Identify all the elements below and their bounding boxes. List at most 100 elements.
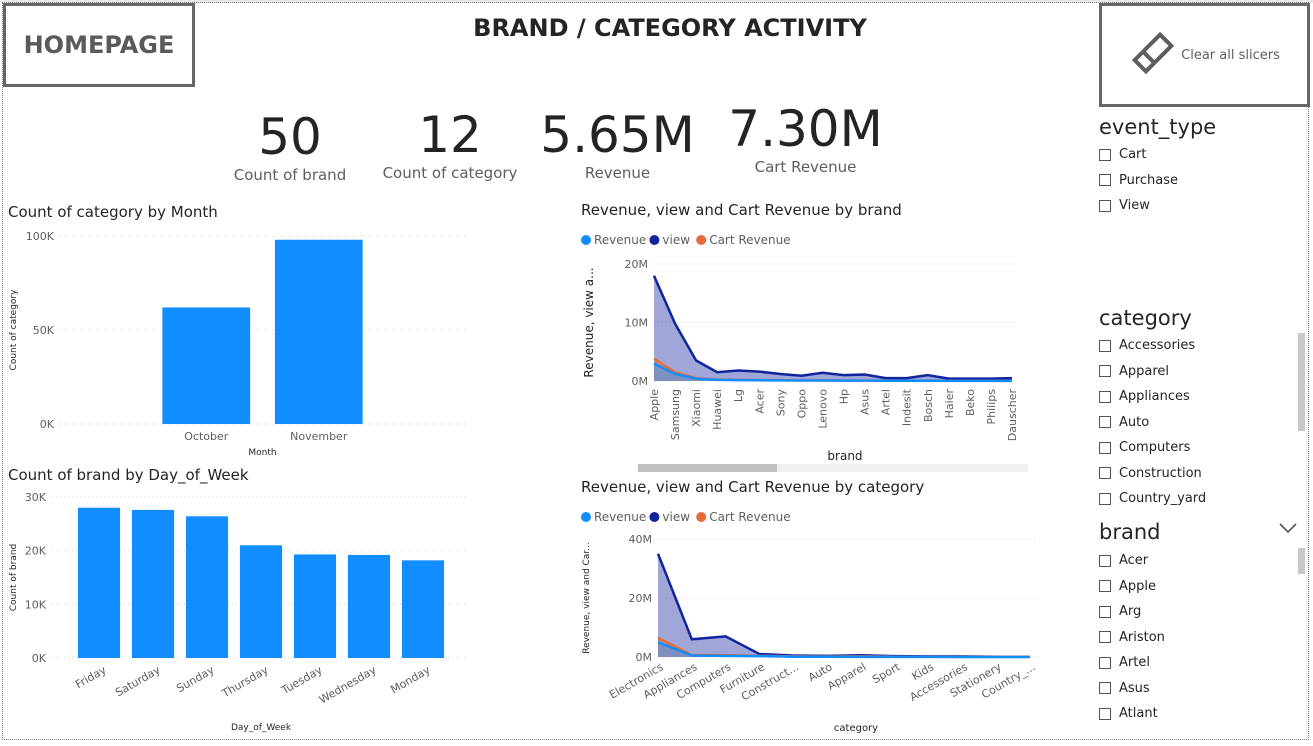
x-tick-label: Huawei [711, 389, 724, 430]
checkbox[interactable] [1099, 174, 1111, 186]
series-area [654, 363, 1012, 381]
kpi-count-of-brand: 50 Count of brand [225, 112, 355, 184]
month-bar-chart[interactable]: 0K 50K 100K October November Month Count of ca… [0, 222, 480, 462]
x-tick-label: Beko [964, 389, 977, 416]
chart-title: Revenue, view and Cart Revenue by brand [581, 201, 902, 219]
page-title: BRAND / CATEGORY ACTIVITY [473, 14, 867, 42]
y-axis-label: Count of category [9, 289, 19, 371]
y-tick-label: 50K [33, 324, 55, 337]
y-tick-label: 40M [629, 533, 653, 546]
y-tick-label: 20M [629, 592, 653, 605]
x-tick-label: Apple [648, 389, 661, 421]
y-tick-label: 0K [40, 418, 55, 431]
slicer-item[interactable]: Auto [1099, 415, 1149, 430]
x-tick-label: Oppo [795, 389, 808, 419]
checkbox[interactable] [1099, 365, 1111, 377]
legend-label: Cart Revenue [709, 233, 790, 247]
x-tick-label: Samsung [669, 389, 682, 440]
slicer-item[interactable]: Asus [1099, 681, 1150, 696]
checkbox[interactable] [1099, 707, 1111, 720]
x-tick-label: Saturday [113, 663, 163, 699]
x-tick-label: Monday [388, 663, 433, 696]
homepage-button-label: HOMEPAGE [23, 31, 175, 59]
slicer-item[interactable]: Purchase [1099, 173, 1178, 188]
homepage-button[interactable]: HOMEPAGE [3, 3, 195, 87]
y-tick-label: 10M [625, 317, 649, 330]
series-line [652, 275, 1013, 380]
brand-area-chart[interactable]: Revenue view Cart Revenue 0M 10M 20M Apple Sams… [575, 225, 1045, 475]
slicer-item-label: Appliances [1119, 389, 1190, 404]
checkbox[interactable] [1099, 339, 1111, 352]
slicer-item[interactable]: Artel [1099, 655, 1150, 670]
legend-label: view [662, 510, 690, 524]
checkbox[interactable] [1099, 631, 1111, 643]
slicer-item[interactable]: Apple [1099, 579, 1156, 594]
x-tick-label: Philips [985, 389, 998, 425]
legend-marker [696, 512, 707, 522]
chart-title: Count of brand by Day_of_Week [8, 466, 249, 484]
checkbox[interactable] [1099, 492, 1111, 505]
slicer-item[interactable]: Arg [1099, 604, 1141, 619]
kpi-revenue: 5.65M Revenue [540, 110, 695, 182]
slicer-title-brand: brand [1099, 520, 1161, 544]
x-axis-label: category [834, 723, 878, 734]
category-area-chart[interactable]: Revenue view Cart Revenue0M20M40MElectroni… [575, 502, 1045, 740]
slicer-item[interactable]: Atlant [1099, 706, 1158, 721]
bar [274, 239, 363, 424]
y-axis-label: Revenue, view a... [582, 267, 596, 377]
checkbox[interactable] [1099, 148, 1111, 161]
x-scrollbar-thumb[interactable] [638, 464, 777, 472]
checkbox[interactable] [1099, 199, 1111, 212]
checkbox[interactable] [1099, 416, 1111, 428]
checkbox[interactable] [1099, 656, 1111, 669]
brand-scrollbar[interactable] [1298, 548, 1305, 574]
x-tick-label: Asus [859, 389, 872, 415]
slicer-item[interactable]: Accessories [1099, 338, 1195, 353]
y-tick-label: 30K [25, 491, 47, 504]
x-axis-label: Day_of_Week [231, 723, 292, 733]
slicer-item[interactable]: Apparel [1099, 364, 1169, 379]
category-scrollbar[interactable] [1298, 333, 1305, 431]
checkbox[interactable] [1099, 441, 1111, 454]
x-tick-label: Sony [774, 389, 787, 417]
clear-all-slicers-button[interactable]: Clear all slicers [1099, 3, 1310, 107]
slicer-item[interactable]: Construction [1099, 466, 1202, 481]
checkbox[interactable] [1099, 682, 1111, 694]
slicer-item-label: Acer [1119, 553, 1149, 568]
checkbox[interactable] [1099, 554, 1111, 567]
x-tick-label: Acer [753, 389, 766, 414]
slicer-item-label: Artel [1119, 655, 1150, 670]
top-bar [0, 0, 1313, 3]
x-tick-label: Tuesday [278, 663, 325, 697]
slicer-item[interactable]: View [1099, 198, 1150, 213]
checkbox[interactable] [1099, 580, 1111, 592]
checkbox[interactable] [1099, 605, 1111, 618]
bar [293, 554, 337, 658]
kpi-cart-revenue: 7.30M Cart Revenue [728, 104, 883, 176]
slicer-item-label: Apparel [1119, 363, 1170, 379]
slicer-item[interactable]: Acer [1099, 553, 1148, 568]
slicer-item[interactable]: Appliances [1099, 389, 1190, 404]
x-tick-label: Lg [732, 389, 745, 402]
slicer-item[interactable]: Country_yard [1099, 491, 1206, 506]
x-tick-label: Apparel [825, 660, 868, 692]
slicer-item[interactable]: Computers [1099, 440, 1190, 455]
checkbox[interactable] [1099, 390, 1111, 403]
slicer-item-label: Asus [1119, 680, 1150, 696]
day-of-week-bar-chart[interactable]: 0K 10K 20K 30K Friday Saturday Sunday Thursday T… [0, 485, 480, 740]
series-line [653, 362, 1013, 383]
x-tick-label: Haier [943, 389, 956, 419]
kpi-label: Count of category [382, 164, 518, 182]
bar [131, 509, 175, 658]
chevron-down-icon[interactable] [1278, 520, 1298, 540]
kpi-value: 7.30M [728, 100, 883, 158]
x-tick-label: Sport [870, 660, 903, 686]
slicer-item[interactable]: Cart [1099, 147, 1147, 162]
x-tick-label: Friday [73, 663, 109, 691]
slicer-item-label: Construction [1119, 465, 1202, 481]
series-area [654, 358, 1012, 381]
slicer-item[interactable]: Ariston [1099, 630, 1165, 645]
bar [347, 554, 391, 658]
checkbox[interactable] [1099, 467, 1111, 479]
